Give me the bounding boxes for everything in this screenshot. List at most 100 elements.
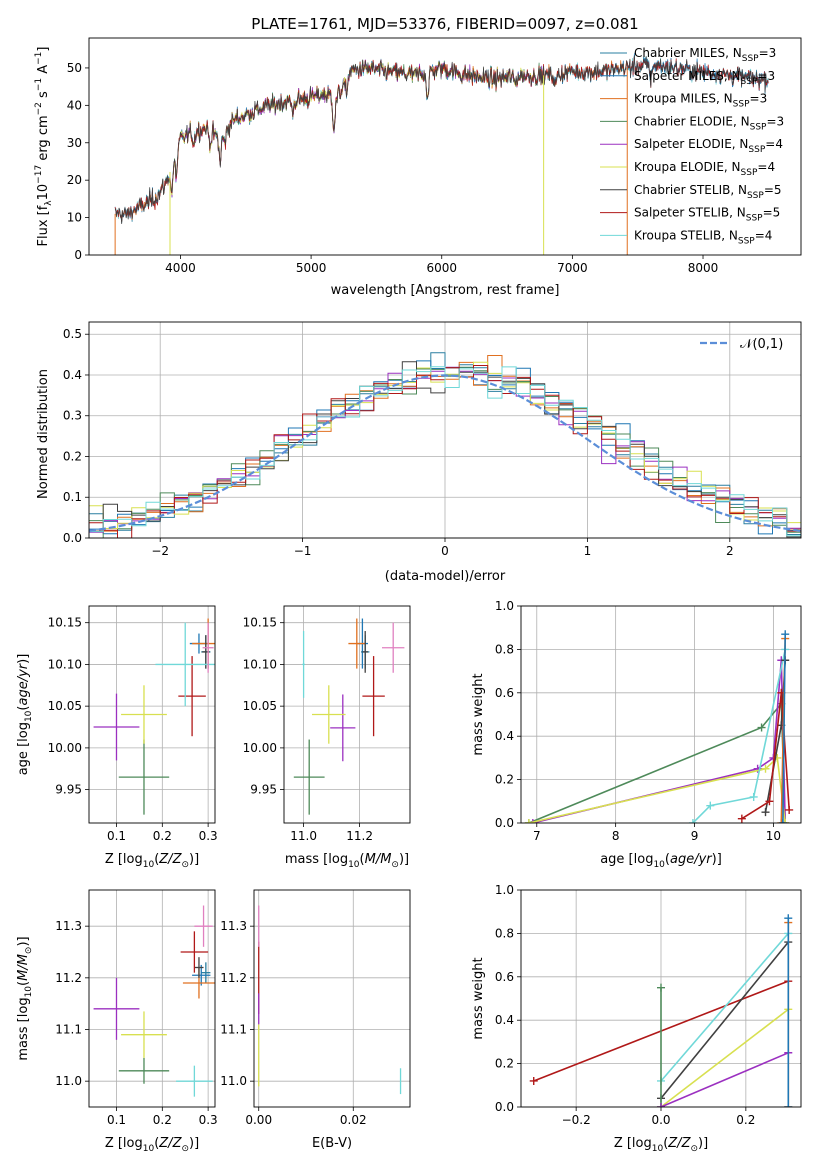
label-part: Z/Z xyxy=(158,852,182,867)
legend-label: Chabrier MILES, NSSP=3 xyxy=(634,46,776,64)
label-part: age/yr xyxy=(16,662,31,705)
x-axis-label: age [log10(age/yr)] xyxy=(600,852,722,870)
y-tick-label: 0.0 xyxy=(63,531,82,545)
axes-frame xyxy=(88,37,802,256)
label-part: )] xyxy=(16,654,31,664)
y-tick-label: 11.1 xyxy=(55,1023,82,1037)
label-part: SSP xyxy=(741,168,758,178)
errorbar-point xyxy=(155,622,215,707)
label-part: Chabrier ELODIE, N xyxy=(634,114,750,128)
label-part: )] xyxy=(712,852,722,867)
axes-frame xyxy=(253,889,411,1108)
mass-weight-line xyxy=(660,1008,789,1107)
label-part: Salpeter MILES, N xyxy=(634,69,741,83)
legend-label: Salpeter ELODIE, NSSP=4 xyxy=(634,137,783,155)
label-part: =5 xyxy=(764,183,782,197)
mass-weight-marker xyxy=(777,819,786,823)
label-part: SSP xyxy=(741,77,758,87)
y-tick-label: 10.15 xyxy=(48,616,82,630)
label-part: 10 xyxy=(36,184,51,201)
errorbar-point xyxy=(178,656,206,737)
y-axis-label: mass [log10(M/M⊙)] xyxy=(16,936,34,1060)
mass-weight-marker xyxy=(778,819,787,823)
x-tick-label: 6000 xyxy=(426,261,457,275)
legend-label: Kroupa MILES, NSSP=3 xyxy=(634,92,767,110)
y-tick-label: 11.3 xyxy=(220,919,247,933)
y-tick-label: 0.8 xyxy=(495,926,514,940)
label-part: =4 xyxy=(755,228,773,242)
mass-weight-marker xyxy=(781,630,790,639)
y-tick-label: 10.10 xyxy=(243,657,277,671)
y-tick-label: 0 xyxy=(74,248,82,262)
spectrum-line xyxy=(114,55,769,225)
label-part: Flux [f xyxy=(36,205,51,246)
errorbar-point xyxy=(118,739,170,815)
y-tick-label: 0.1 xyxy=(63,490,82,504)
errorbar-point xyxy=(348,618,366,669)
mass-weight-marker xyxy=(784,1103,793,1107)
label-part: ( xyxy=(16,981,31,986)
label-part: Kroupa MILES, N xyxy=(634,92,733,106)
axes-frame xyxy=(520,889,802,1108)
y-tick-label: 0.6 xyxy=(495,686,514,700)
x-tick-label: 8 xyxy=(612,829,620,843)
y-tick-label: 20 xyxy=(67,173,82,187)
y-tick-label: 11.0 xyxy=(220,1074,247,1088)
mass-weight-marker xyxy=(749,792,758,801)
mass-weight-marker xyxy=(524,819,533,823)
x-tick-label: 5000 xyxy=(296,261,327,275)
plot-area xyxy=(114,53,769,255)
x-tick-label: 0.1 xyxy=(107,829,126,843)
x-tick-label: 4000 xyxy=(165,261,196,275)
y-tick-label: 0.4 xyxy=(495,729,514,743)
label-part: ( xyxy=(360,852,365,867)
mass-weight-marker xyxy=(761,808,770,817)
legend-label: Salpeter STELIB, NSSP=5 xyxy=(634,206,780,224)
x-tick-label: 10 xyxy=(766,829,781,843)
label-part: −1 xyxy=(34,52,44,65)
mass-weight-line xyxy=(692,649,786,823)
y-axis-label: age [log10(age/yr)] xyxy=(16,654,34,776)
label-part: SSP xyxy=(750,122,767,132)
y-tick-label: 0.0 xyxy=(495,816,514,830)
y-tick-label: 0.2 xyxy=(495,1057,514,1071)
legend-label: Chabrier ELODIE, NSSP=3 xyxy=(634,114,784,132)
normal-curve xyxy=(89,374,801,532)
label-part: Z [log xyxy=(105,852,143,867)
label-part: E(B-V) xyxy=(312,1136,352,1151)
label-part: ( xyxy=(16,706,31,711)
label-part: Chabrier MILES, N xyxy=(634,46,742,60)
errorbar-axes: 0.00 0.02 11.0 11.1 11.2 11.3 E(B-V) xyxy=(220,889,411,1151)
x-axis-label: Z [log10(Z/Z⊙)] xyxy=(614,1136,708,1154)
mass-weight-axes: −0.2 0.0 0.2 0.0 0.2 0.4 0.6 0.8 1.0 Z [log10(Z/Z… xyxy=(471,883,802,1154)
mass-weight-marker xyxy=(761,764,770,773)
y-tick-label: 0.6 xyxy=(495,970,514,984)
x-tick-label: 9 xyxy=(691,829,699,843)
mass-weight-line xyxy=(782,634,786,823)
errorbar-point xyxy=(93,693,140,761)
y-tick-label: 10.05 xyxy=(243,699,277,713)
y-tick-label: 10.10 xyxy=(48,657,82,671)
label-part: )] xyxy=(189,852,199,867)
label-part: 10 xyxy=(143,1144,155,1154)
y-tick-label: 11.0 xyxy=(55,1074,82,1088)
errorbar-point xyxy=(201,962,211,983)
label-part: Z/Z xyxy=(667,1136,691,1151)
mass-weight-marker xyxy=(657,983,665,992)
label-part: =3 xyxy=(750,92,768,106)
y-tick-label: 0.3 xyxy=(63,409,82,423)
y-tick-label: 9.95 xyxy=(250,783,277,797)
y-tick-label: 10 xyxy=(67,211,82,225)
y-tick-label: 10.15 xyxy=(243,616,277,630)
label-part: 10 xyxy=(24,986,34,998)
label-part: −1 xyxy=(34,78,44,91)
errorbar-axes: 11.0 11.2 9.95 10.00 10.05 10.10 10.15 mass [lo… xyxy=(243,605,411,870)
x-tick-label: −2 xyxy=(151,544,169,558)
label-part: )] xyxy=(189,1136,199,1151)
legend-label: Salpeter MILES, NSSP=3 xyxy=(634,69,775,87)
label-part: SSP xyxy=(733,100,750,110)
errorbar-point xyxy=(312,685,346,744)
